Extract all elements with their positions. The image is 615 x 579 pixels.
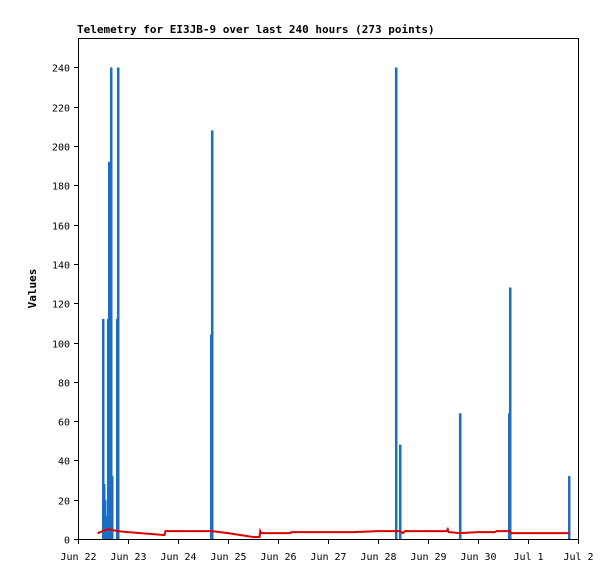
x-tick-label: Jul 1 [513, 552, 543, 563]
line-point [510, 532, 513, 534]
line-point [152, 533, 154, 535]
line-point [259, 530, 262, 532]
series-0 [102, 67, 571, 540]
x-tick-label: Jun 27 [310, 552, 346, 563]
y-tick-label: 140 [52, 261, 70, 272]
line-point [527, 532, 529, 534]
bar [110, 67, 113, 540]
bar [509, 287, 512, 539]
y-tick-label: 200 [52, 143, 70, 154]
x-tick-label: Jun 25 [210, 552, 246, 563]
bar [399, 444, 402, 539]
line-point [352, 531, 354, 533]
bar [111, 476, 114, 539]
line-point [211, 530, 213, 532]
y-tick-label: 160 [52, 222, 70, 233]
x-tick-label: Jun 22 [60, 552, 96, 563]
x-tick-label: Jun 29 [410, 552, 446, 563]
line-point [327, 531, 329, 533]
line-point [260, 532, 263, 534]
line-point [97, 532, 99, 534]
line-point [252, 536, 254, 538]
line-point [493, 531, 496, 533]
x-tick-label: Jun 24 [160, 552, 196, 563]
line-point [448, 531, 450, 533]
line-point [377, 530, 379, 532]
line-point [107, 528, 109, 530]
y-tick-label: 40 [58, 457, 70, 468]
y-tick-label: 0 [64, 536, 70, 547]
line-point [404, 530, 406, 532]
line-point [446, 528, 449, 530]
y-tick-label: 180 [52, 182, 70, 193]
line-point [458, 532, 461, 534]
y-tick-label: 240 [52, 64, 70, 75]
bar [102, 318, 105, 539]
x-tick-label: Jul 2 [563, 552, 593, 563]
line-point [290, 531, 293, 533]
x-tick-label: Jun 23 [110, 552, 146, 563]
y-axis-label: Values [26, 269, 39, 309]
series-1 [97, 526, 570, 538]
line-point [568, 532, 570, 534]
line-point [289, 532, 292, 534]
y-tick-label: 220 [52, 104, 70, 115]
line-point [177, 530, 179, 532]
line-point [127, 531, 129, 533]
line-point [445, 530, 448, 532]
bar [117, 67, 120, 540]
line-point [495, 530, 498, 532]
bar [459, 413, 462, 539]
y-axis: 0 20 40 60 80 100 120 140 160 180 200 220 240 [52, 64, 79, 547]
y-tick-label: 60 [58, 418, 70, 429]
series-line [97, 526, 569, 538]
y-tick-label: 120 [52, 300, 70, 311]
x-axis: Jun 22 Jun 23 Jun 24 Jun 25 Jun 26 Jun 27 Jun … [60, 539, 594, 563]
line-point [116, 530, 119, 532]
y-tick-label: 20 [58, 497, 70, 508]
x-tick-label: Jun 30 [460, 552, 496, 563]
y-tick-label: 80 [58, 379, 70, 390]
line-point [402, 532, 404, 534]
series-layer [97, 67, 571, 540]
line-point [477, 531, 479, 533]
line-point [227, 532, 229, 534]
line-point [258, 536, 261, 538]
line-point [277, 532, 279, 534]
line-point [508, 530, 511, 532]
bar [395, 67, 398, 540]
x-tick-label: Jun 28 [360, 552, 396, 563]
line-point [399, 530, 401, 532]
line-point [164, 530, 167, 532]
bar [105, 515, 108, 539]
bar [568, 476, 571, 539]
x-tick-label: Jun 26 [260, 552, 296, 563]
line-point [427, 530, 429, 532]
bar [211, 130, 214, 539]
line-point [163, 534, 166, 536]
line-point [101, 530, 104, 532]
chart-title: Telemetry for EI3JB-9 over last 240 hour… [77, 23, 435, 36]
y-tick-label: 100 [52, 340, 70, 351]
plot-area-frame [78, 38, 579, 540]
